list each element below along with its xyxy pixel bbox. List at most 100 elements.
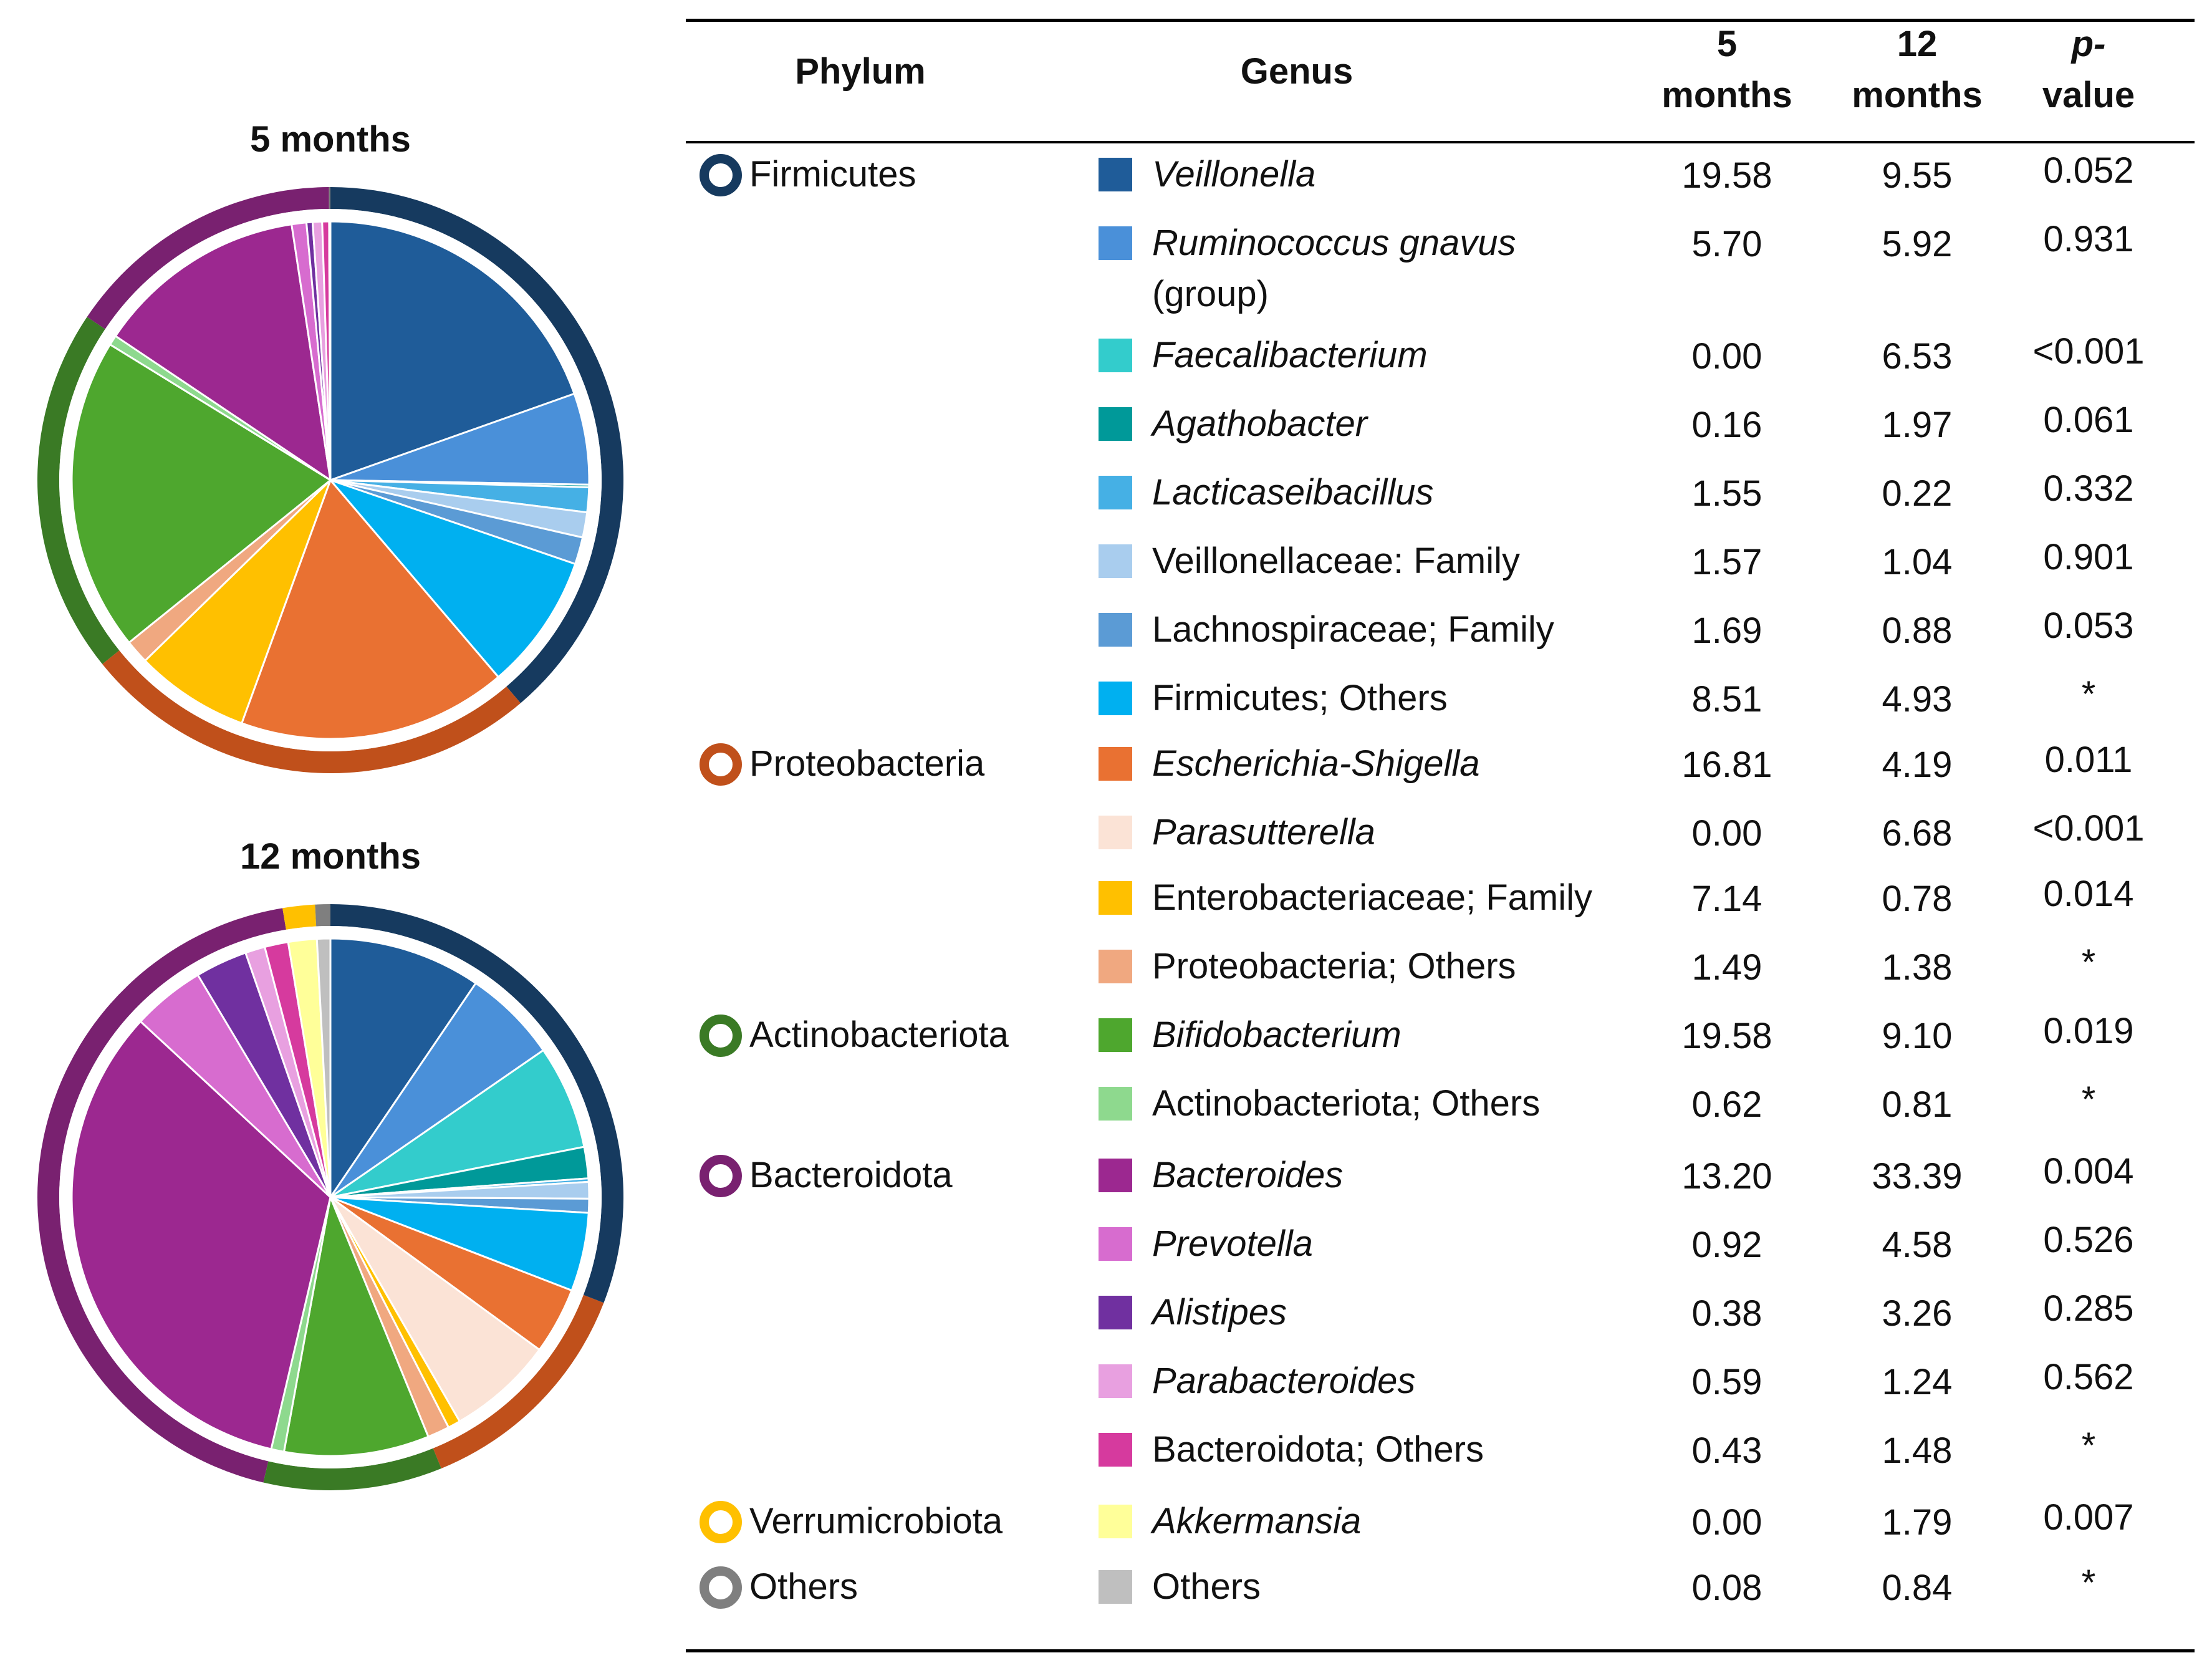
value-5-months: 0.00 xyxy=(1691,336,1762,377)
value-12-months: 33.39 xyxy=(1872,1156,1963,1197)
value-5-months: 1.55 xyxy=(1691,473,1762,514)
genus-name: Ruminococcus gnavus xyxy=(1152,223,1516,263)
p-value: <0.001 xyxy=(2032,331,2145,372)
phylum-marker-bacteroidota xyxy=(700,1155,742,1197)
genus-name: Proteobacteria; Others xyxy=(1152,946,1516,986)
p-value: 0.004 xyxy=(2043,1151,2134,1192)
pie-slice-others xyxy=(315,937,332,1198)
pie-chart-12-months xyxy=(37,904,624,1490)
genus-swatch-proteobacteria-others xyxy=(1099,950,1132,983)
p-value: * xyxy=(2081,1425,2096,1466)
pie-slice-ruminococcus-gnavus-group xyxy=(329,981,545,1198)
p-value: 0.332 xyxy=(2043,468,2134,509)
phylum-label-firmicutes: Firmicutes xyxy=(749,154,916,195)
genus-name: Escherichia-Shigella xyxy=(1152,743,1480,784)
p-value: * xyxy=(2081,1563,2096,1603)
p-value: 0.011 xyxy=(2044,740,2133,780)
value-5-months: 1.49 xyxy=(1691,947,1762,988)
pie-slice-bacteroides xyxy=(114,223,332,483)
value-12-months: 0.78 xyxy=(1882,879,1953,919)
p-value: 0.007 xyxy=(2043,1497,2134,1538)
value-5-months: 0.43 xyxy=(1691,1430,1762,1471)
pie-slice-veillonella xyxy=(329,937,478,1200)
genus-swatch-firmicutes-others xyxy=(1099,682,1132,715)
genus-swatch-parabacteroides xyxy=(1099,1364,1132,1398)
pie-chart-5-months xyxy=(37,187,623,773)
header-5-months-line2: months xyxy=(1661,75,1792,115)
genus-name: Prevotella xyxy=(1152,1223,1313,1264)
pie-slice-parasutterella xyxy=(329,1196,541,1423)
abundance-table: Phylum Genus 5 months 12 months p- value… xyxy=(686,19,2195,1652)
value-12-months: 4.93 xyxy=(1882,679,1953,720)
outer-ring-others xyxy=(329,187,330,210)
header-phylum: Phylum xyxy=(795,51,926,92)
value-5-months: 19.58 xyxy=(1681,155,1772,196)
genus-name-extra: (group) xyxy=(1152,274,1269,314)
value-12-months: 0.81 xyxy=(1882,1084,1953,1125)
genus-name: Faecalibacterium xyxy=(1152,335,1428,375)
genus-swatch-escherichia-shigella xyxy=(1099,747,1132,781)
genus-swatch-faecalibacterium xyxy=(1099,339,1132,372)
genus-name: Veillonellaceae: Family xyxy=(1152,541,1520,581)
phylum-marker-others xyxy=(700,1566,742,1609)
p-value: * xyxy=(2081,942,2096,983)
pie-slice-bifidobacterium xyxy=(282,1193,430,1457)
genus-name: Bacteroidota; Others xyxy=(1152,1429,1484,1470)
outer-ring-actinobacteriota xyxy=(263,1448,441,1490)
value-12-months: 1.38 xyxy=(1882,947,1953,988)
value-5-months: 0.16 xyxy=(1691,405,1762,445)
outer-ring-verrumicrobiota xyxy=(282,904,317,930)
value-5-months: 0.92 xyxy=(1691,1225,1762,1265)
header-p-value-line1: p- xyxy=(2071,24,2106,64)
genus-name: Bacteroides xyxy=(1152,1155,1344,1195)
genus-name: Parabacteroides xyxy=(1152,1361,1416,1401)
genus-name: Actinobacteriota; Others xyxy=(1152,1083,1541,1124)
value-5-months: 0.62 xyxy=(1691,1084,1762,1125)
value-12-months: 5.92 xyxy=(1882,224,1953,264)
genus-name: Agathobacter xyxy=(1152,403,1368,444)
phylum-label-others: Others xyxy=(749,1566,858,1607)
header-12-months-line2: months xyxy=(1852,75,1983,115)
phylum-label-proteobacteria: Proteobacteria xyxy=(749,743,985,784)
genus-name: Alistipes xyxy=(1152,1292,1287,1333)
p-value: 0.285 xyxy=(2043,1288,2134,1329)
p-value: 0.053 xyxy=(2043,605,2134,646)
value-12-months: 1.97 xyxy=(1882,405,1953,445)
outer-ring-actinobacteriota xyxy=(37,317,120,665)
genus-swatch-veillonella xyxy=(1099,158,1132,191)
header-12-months-line1: 12 xyxy=(1897,24,1938,64)
header-p-value: p- value xyxy=(2020,19,2157,121)
phylum-label-actinobacteriota: Actinobacteriota xyxy=(749,1015,1009,1055)
header-12-months: 12 months xyxy=(1842,19,1992,121)
value-12-months: 0.84 xyxy=(1882,1568,1953,1608)
outer-ring-bacteroidota xyxy=(87,187,329,329)
genus-name: Veillonella xyxy=(1152,154,1316,195)
phylum-marker-verrumicrobiota xyxy=(700,1501,742,1543)
genus-swatch-agathobacter xyxy=(1099,407,1132,441)
genus-swatch-akkermansia xyxy=(1099,1505,1132,1538)
value-12-months: 1.79 xyxy=(1882,1502,1953,1543)
value-12-months: 1.24 xyxy=(1882,1362,1953,1402)
pie-slice-bifidobacterium xyxy=(70,343,332,644)
pie-charts-panel: 5 months 12 months xyxy=(0,0,661,1668)
table-top-rule xyxy=(686,19,2195,22)
table-bottom-rule xyxy=(686,1649,2195,1652)
value-5-months: 0.59 xyxy=(1691,1362,1762,1402)
pie-slice-enterobacteriaceae-family xyxy=(143,479,332,725)
genus-name: Enterobacteriaceae; Family xyxy=(1152,877,1592,918)
genus-swatch-bacteroides xyxy=(1099,1159,1132,1192)
value-12-months: 4.19 xyxy=(1882,745,1953,785)
genus-swatch-bifidobacterium xyxy=(1099,1018,1132,1052)
p-value: 0.931 xyxy=(2043,219,2134,259)
outer-ring-proteobacteria xyxy=(102,650,521,773)
genus-swatch-alistipes xyxy=(1099,1296,1132,1329)
pie-slice-faecalibacterium xyxy=(330,1049,585,1198)
p-value: 0.562 xyxy=(2043,1357,2134,1397)
value-5-months: 13.20 xyxy=(1681,1156,1772,1197)
value-5-months: 0.00 xyxy=(1691,1502,1762,1543)
p-value: 0.052 xyxy=(2043,150,2134,191)
phylum-marker-actinobacteriota xyxy=(700,1015,742,1057)
header-genus: Genus xyxy=(1240,51,1354,92)
value-5-months: 0.00 xyxy=(1691,813,1762,854)
genus-swatch-veillonellaceae-family xyxy=(1099,544,1132,578)
